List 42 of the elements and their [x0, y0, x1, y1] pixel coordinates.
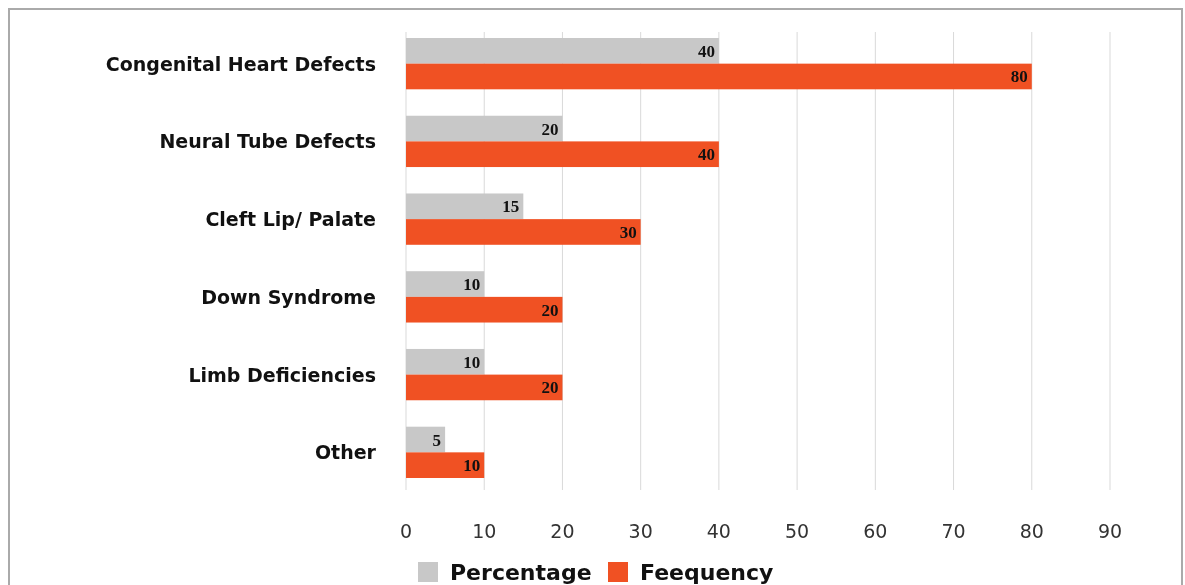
bar	[406, 271, 485, 297]
data-label: 40	[697, 41, 715, 61]
bar	[406, 63, 1032, 90]
x-tick-label: 40	[706, 520, 731, 542]
data-label: 20	[541, 378, 559, 398]
x-tick-label: 90	[1097, 520, 1123, 542]
x-tick-label: 80	[1019, 520, 1044, 542]
y-tick-label: Congenital Heart Defects	[105, 52, 376, 75]
bar	[406, 193, 524, 220]
data-label: 30	[619, 222, 637, 242]
y-tick-label: Neural Tube Defects	[159, 130, 376, 153]
y-tick-label: Other	[314, 441, 377, 464]
x-tick-label: 70	[941, 520, 966, 542]
data-label: 20	[541, 119, 559, 139]
bar	[406, 296, 563, 323]
y-tick-label: Limb Deficiencies	[188, 363, 376, 386]
data-label: 10	[463, 352, 481, 372]
data-label: 80	[1010, 67, 1028, 87]
x-tick-label: 30	[628, 520, 653, 542]
x-tick-label: 60	[863, 520, 888, 542]
bar	[406, 38, 719, 64]
x-tick-label: 0	[399, 520, 413, 542]
x-tick-label: 50	[785, 520, 810, 542]
data-label: 15	[502, 197, 520, 217]
legend-label: Percentage	[450, 560, 592, 585]
y-tick-label: Down Syndrome	[201, 285, 376, 308]
bar	[406, 374, 563, 401]
bar	[406, 115, 563, 142]
bar	[406, 348, 485, 375]
x-tick-label: 10	[472, 520, 497, 542]
bar	[406, 141, 719, 168]
data-label: 20	[541, 300, 559, 320]
bar	[406, 219, 641, 245]
data-label: 5	[432, 430, 442, 450]
bar	[406, 452, 485, 478]
data-label: 10	[463, 456, 481, 476]
data-label: 40	[697, 145, 715, 165]
x-tick-label: 20	[550, 520, 575, 542]
legend-label: Feequency	[640, 560, 774, 585]
bar	[406, 426, 446, 453]
data-label: 10	[463, 275, 481, 295]
y-tick-label: Cleft Lip/ Palate	[205, 208, 376, 231]
